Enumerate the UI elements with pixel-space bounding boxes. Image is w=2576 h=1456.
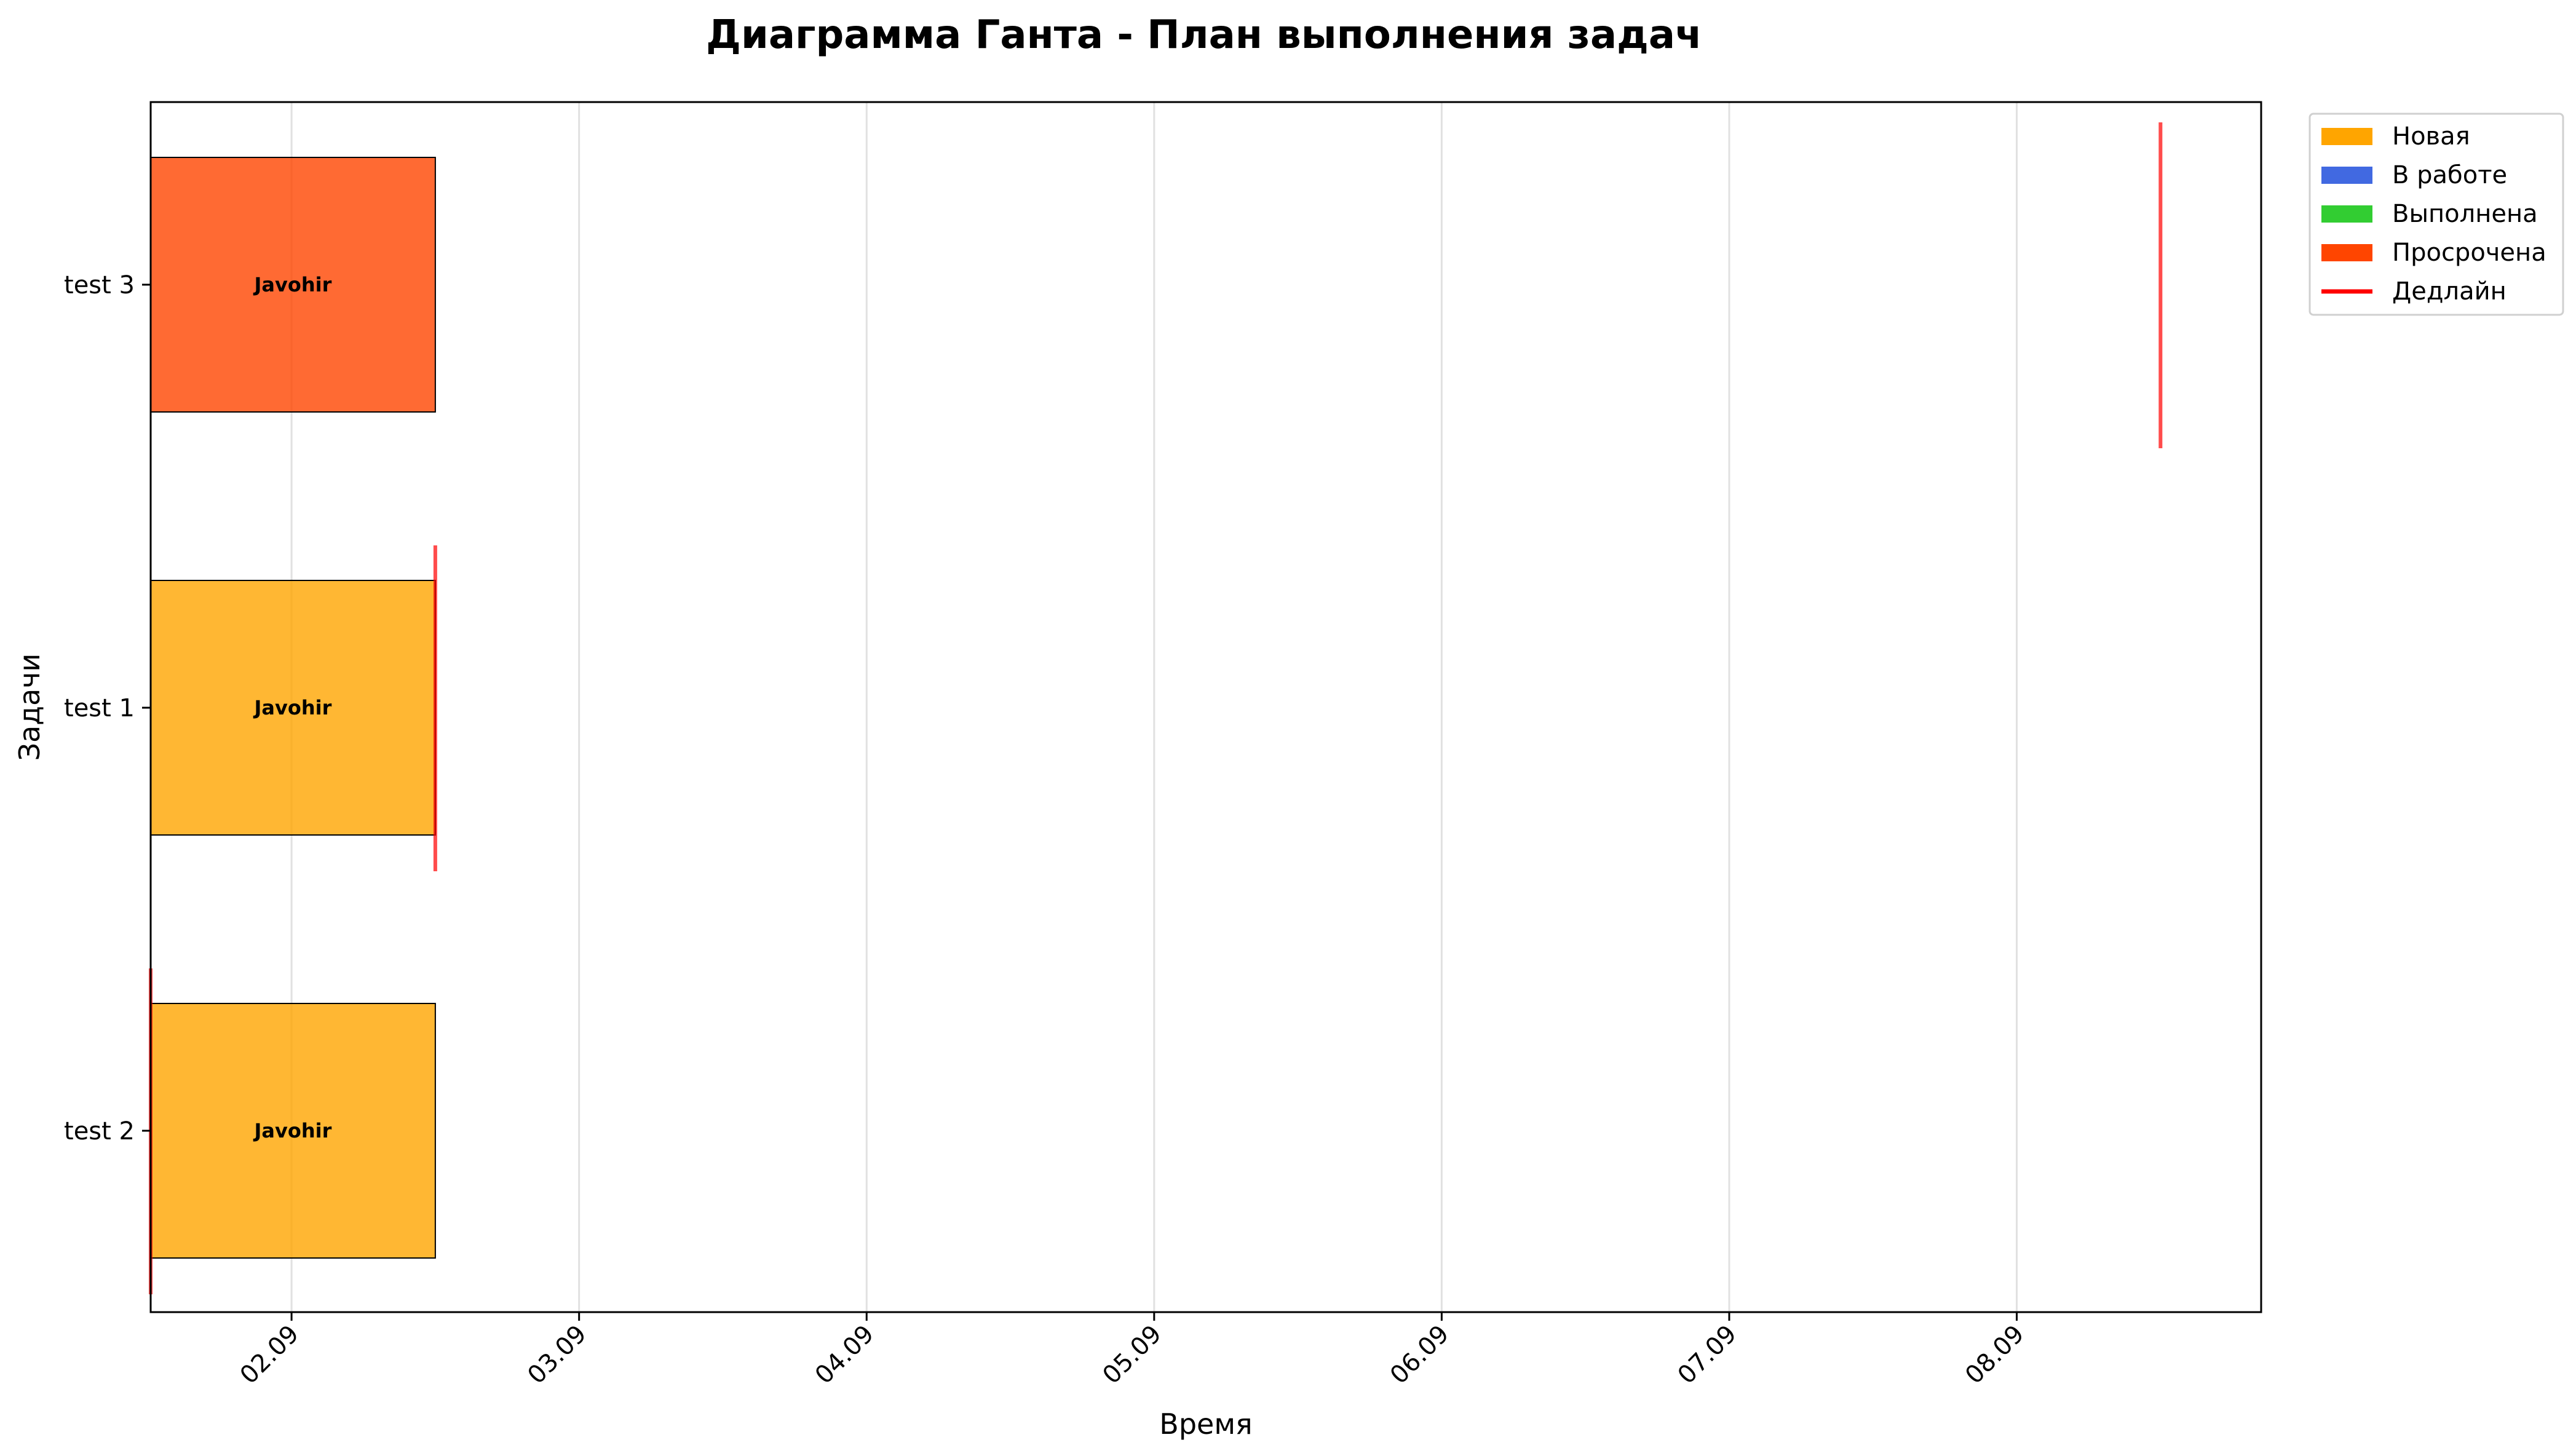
bar-assignee-label: Javohir <box>253 696 332 719</box>
legend-label: В работе <box>2392 161 2507 189</box>
y-axis-label: Задачи <box>13 654 46 761</box>
legend-box <box>2308 113 2564 316</box>
task-bars: Javohir Javohir Javohir <box>150 157 436 1259</box>
x-axis-label: Время <box>1159 1407 1252 1441</box>
bar-assignee-label: Javohir <box>253 273 332 296</box>
legend-swatch <box>2321 128 2372 145</box>
y-tick-label: test 1 <box>64 694 135 722</box>
legend-label: Новая <box>2392 122 2470 151</box>
legend-label: Дедлайн <box>2392 277 2507 306</box>
y-tick-label: test 2 <box>64 1117 135 1145</box>
legend-swatch <box>2321 244 2372 261</box>
legend-label: Просрочена <box>2392 239 2546 267</box>
y-axis-ticks: test 2 test 1 test 3 <box>64 271 151 1145</box>
y-tick-label: test 3 <box>64 271 135 299</box>
task-bar <box>150 157 436 413</box>
bar-assignee-label: Javohir <box>253 1119 332 1142</box>
legend: Новая В работе Выполнена Просрочена Дедлайн <box>2308 113 2564 316</box>
legend-label: Выполнена <box>2392 200 2538 228</box>
task-bar <box>150 1003 436 1259</box>
legend-swatch <box>2321 167 2372 184</box>
chart-title: Диаграмма Ганта - План выполнения задач <box>706 12 1702 58</box>
legend-swatch <box>2321 205 2372 223</box>
